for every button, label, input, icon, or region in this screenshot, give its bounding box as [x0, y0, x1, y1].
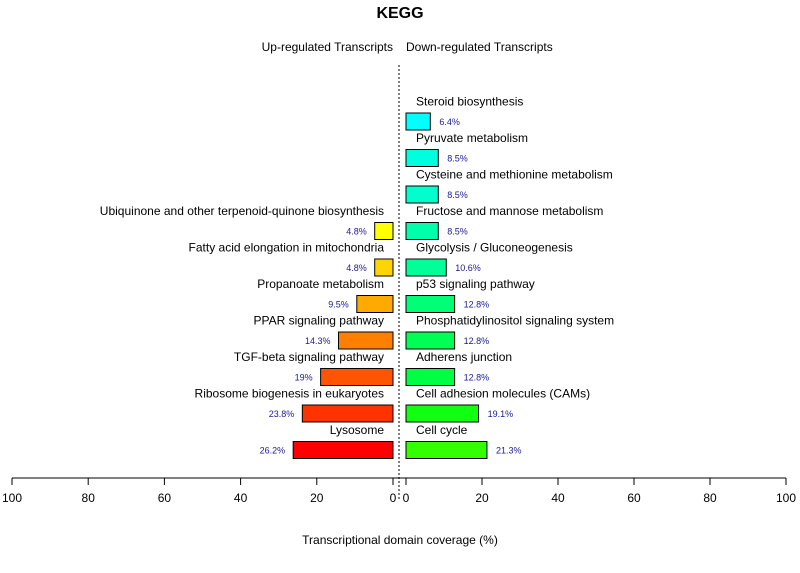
x-tick-label: 80	[82, 491, 96, 505]
value-label: 23.8%	[269, 409, 295, 419]
bar	[405, 185, 439, 204]
category-label: Ubiquinone and other terpenoid-quinone b…	[100, 204, 384, 218]
category-label: p53 signaling pathway	[416, 277, 535, 291]
bar	[405, 295, 456, 313]
value-label: 12.8%	[464, 299, 490, 309]
bar	[405, 368, 456, 386]
x-tick-label: 0	[390, 491, 397, 505]
x-tick-label: 60	[627, 491, 641, 505]
value-label: 8.5%	[447, 153, 468, 163]
bar	[292, 441, 394, 459]
value-label: 9.5%	[328, 299, 349, 309]
value-label: 8.5%	[447, 226, 468, 236]
value-label: 14.3%	[305, 336, 331, 346]
chart-title: KEGG	[376, 5, 423, 22]
value-label: 8.5%	[447, 190, 468, 200]
category-label: Cysteine and methionine metabolism	[416, 168, 613, 182]
x-tick-label: 100	[2, 491, 22, 505]
right-header: Down-regulated Transcripts	[406, 40, 553, 54]
x-tick-label: 60	[158, 491, 172, 505]
category-label: Propanoate metabolism	[257, 277, 384, 291]
category-label: Lysosome	[330, 423, 385, 437]
value-label: 4.8%	[346, 263, 367, 273]
value-label: 12.8%	[464, 372, 490, 382]
category-label: Glycolysis / Gluconeogenesis	[416, 241, 573, 255]
value-label: 4.8%	[346, 226, 367, 236]
x-axis-label: Transcriptional domain coverage (%)	[302, 533, 498, 547]
category-label: Steroid biosynthesis	[416, 95, 523, 109]
category-label: Adherens junction	[416, 350, 512, 364]
value-label: 12.8%	[464, 336, 490, 346]
x-tick-label: 100	[776, 491, 796, 505]
bar	[405, 112, 431, 131]
value-label: 6.4%	[439, 117, 460, 127]
bar	[405, 441, 488, 459]
value-label: 19%	[295, 372, 313, 382]
bar	[405, 331, 456, 350]
category-label: Phosphatidylinositol signaling system	[416, 314, 614, 328]
x-tick-label: 40	[234, 491, 248, 505]
category-label: Cell cycle	[416, 423, 468, 437]
x-tick-label: 20	[475, 491, 489, 505]
bar	[320, 368, 394, 386]
bar	[338, 331, 394, 350]
category-label: Cell adhesion molecules (CAMs)	[416, 387, 590, 401]
left-header: Up-regulated Transcripts	[262, 40, 393, 54]
value-label: 19.1%	[488, 409, 514, 419]
bar	[405, 258, 447, 277]
bar	[301, 404, 394, 423]
x-tick-label: 80	[703, 491, 717, 505]
category-label: Fructose and mannose metabolism	[416, 204, 603, 218]
x-tick-label: 0	[403, 491, 410, 505]
value-label: 10.6%	[455, 263, 481, 273]
bar	[356, 295, 394, 313]
value-label: 21.3%	[496, 445, 522, 455]
value-label: 26.2%	[260, 445, 286, 455]
bar	[374, 258, 394, 277]
bar	[405, 149, 439, 167]
bar	[405, 222, 439, 240]
category-label: Pyruvate metabolism	[416, 131, 528, 145]
category-label: Ribosome biogenesis in eukaryotes	[195, 387, 384, 401]
x-tick-label: 20	[310, 491, 324, 505]
category-label: Fatty acid elongation in mitochondria	[189, 241, 385, 255]
bar	[405, 404, 480, 423]
bar	[374, 222, 394, 240]
category-label: PPAR signaling pathway	[253, 314, 384, 328]
category-label: TGF-beta signaling pathway	[234, 350, 384, 364]
x-tick-label: 40	[551, 491, 565, 505]
